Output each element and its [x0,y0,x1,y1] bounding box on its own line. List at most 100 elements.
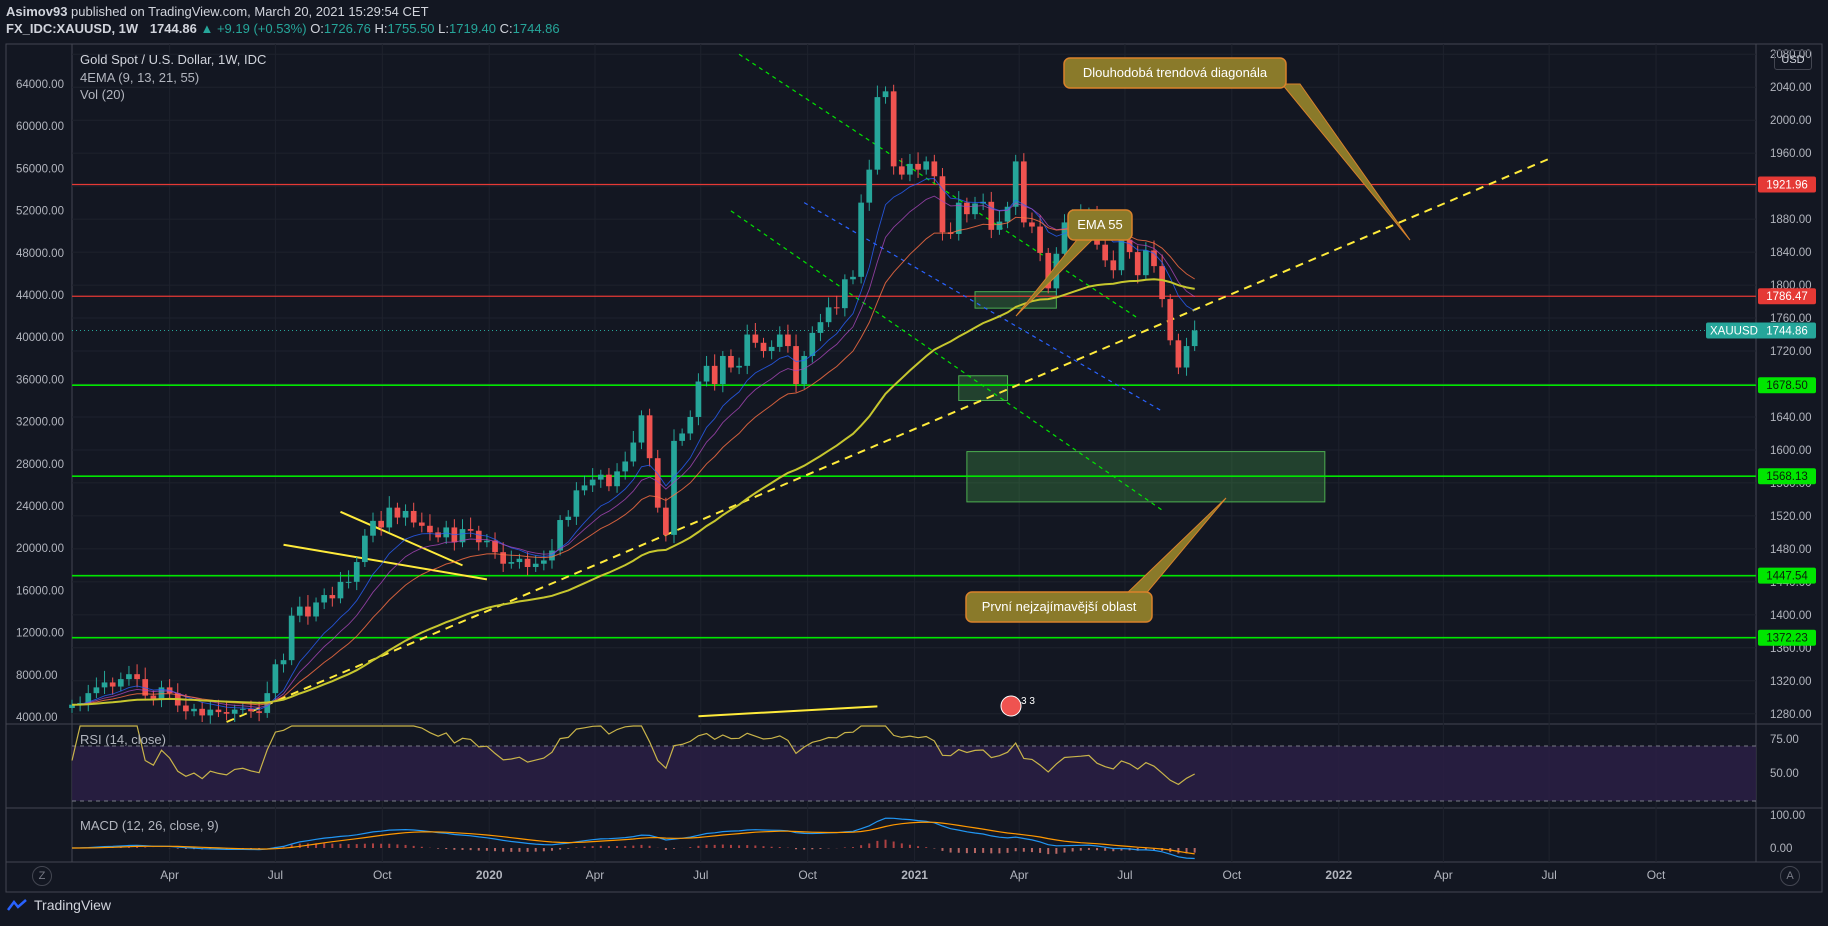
events-count: 3 3 [1021,696,1035,707]
candle-body [728,355,734,368]
candle-body [1183,346,1190,368]
last-price-value: 1744.86 [1766,326,1808,338]
candle-body [239,708,246,710]
volume-tick-label: 64000.00 [16,79,64,91]
candle-body [231,709,238,714]
symbol-name[interactable]: FX_IDC:XAUUSD, 1W [6,21,139,36]
candle-body [248,708,254,712]
candle-body [134,674,140,680]
price-tick-label: 1600.00 [1770,445,1812,457]
candle-body [427,525,433,533]
candle-body [484,540,490,543]
macd-tick-label: 100.00 [1770,810,1805,822]
volume-tick-label: 24000.00 [16,501,64,513]
candle-body [711,365,718,384]
candle-body [1126,239,1133,253]
candle-body [1143,250,1149,276]
candle-body [329,595,336,599]
candle-body [964,202,970,215]
candle-body [1110,260,1117,271]
callout-box [1067,209,1133,241]
candle-body [394,507,401,518]
level-price-text: 1568.13 [1766,471,1808,483]
volume-tick-label: 32000.00 [16,417,64,429]
level-price-text: 1786.47 [1766,291,1808,303]
publisher-name: Asimov93 [6,4,68,19]
time-tick-label: Apr [160,868,179,882]
candle-body [93,687,100,694]
candle-body [915,163,921,170]
candle-body [223,712,230,714]
candle-body [996,221,1003,230]
candle-body [882,91,889,98]
time-tick-label: 2021 [901,868,928,882]
trendline [340,510,463,567]
candle-body [833,307,840,309]
volume-tick-label: 44000.00 [16,290,64,302]
candle-body [1159,266,1165,300]
volume-tick-label: 12000.00 [16,628,64,640]
volume-tick-label: 16000.00 [16,585,64,597]
price-change: +9.19 (+0.53%) [216,21,307,36]
tradingview-logo[interactable]: TradingView [6,897,111,913]
time-tick-label: Oct [798,868,817,882]
grid [72,44,1756,862]
candle-body [898,166,905,175]
price-tick-label: 1280.00 [1770,709,1812,721]
candle-body [687,416,694,434]
legend-vol[interactable]: Vol (20) [80,87,125,102]
legend-title[interactable]: Gold Spot / U.S. Dollar, 1W, IDC [80,52,267,67]
volume-tick-label: 4000.00 [16,712,58,724]
price-tick-label: 1840.00 [1770,247,1812,259]
ohlc-c-value: 1744.86 [512,21,560,36]
volume-tick-label: 56000.00 [16,163,64,175]
price-tick-label: 2080.00 [1770,49,1812,61]
candle-body [516,558,523,563]
horizontal-levels[interactable] [72,183,1756,639]
legend-macd[interactable]: MACD (12, 26, close, 9) [80,818,219,833]
candle-body [467,529,474,531]
candle-body [890,91,897,167]
price-tick-label: 1520.00 [1770,511,1812,523]
candle-body [345,581,352,583]
candle-body [1118,239,1125,271]
trendlines[interactable] [226,53,1554,723]
candle-body [776,334,783,347]
candle-body [679,433,685,441]
candle-body [589,479,596,486]
level-price-text: 1447.54 [1766,571,1808,583]
ema-55-line [71,278,1195,706]
candle-body [524,558,531,568]
volume-tick-label: 20000.00 [16,543,64,555]
candle-body [256,711,262,713]
ohlc-c-key: C: [499,21,513,36]
candle-body [280,660,287,665]
currency-button[interactable]: USD [1774,50,1812,70]
candle-body [768,346,775,352]
rsi-line [71,725,1195,786]
zoom-reset-button[interactable]: Z [32,866,52,886]
candle-body [801,355,808,384]
candle-body [842,279,848,309]
legend-ema[interactable]: 4EMA (9, 13, 21, 55) [80,70,200,85]
price-tick-label: 1720.00 [1770,346,1812,358]
callout-text: EMA 55 [1077,217,1123,232]
level-price-tag [1758,377,1816,394]
time-axis[interactable]: Apr Jul Oct 2020 Apr Jul Oct 2021 Apr Jul Oct 2022 A… [160,868,1666,882]
price-tick-label: 1320.00 [1770,676,1812,688]
rsi-band [72,746,1756,801]
volume-tick-label: 52000.00 [16,206,64,218]
annotations[interactable]: Dlouhodobá trendová diagonála EMA 55 První… [965,57,1411,717]
legend-rsi[interactable]: RSI (14, close) [80,732,166,747]
candle-body [630,442,637,462]
symbol-line: FX_IDC:XAUUSD, 1W 1744.86 ▲ +9.19 (+0.53… [6,21,560,36]
price-tick-label: 1960.00 [1770,148,1812,160]
ohlc-h-key: H: [374,21,388,36]
auto-scale-button[interactable]: A [1780,866,1800,886]
price-tick-label: 1880.00 [1770,214,1812,226]
candle-body [101,682,108,688]
last-price: 1744.86 [149,21,197,36]
candle-body [874,97,881,170]
